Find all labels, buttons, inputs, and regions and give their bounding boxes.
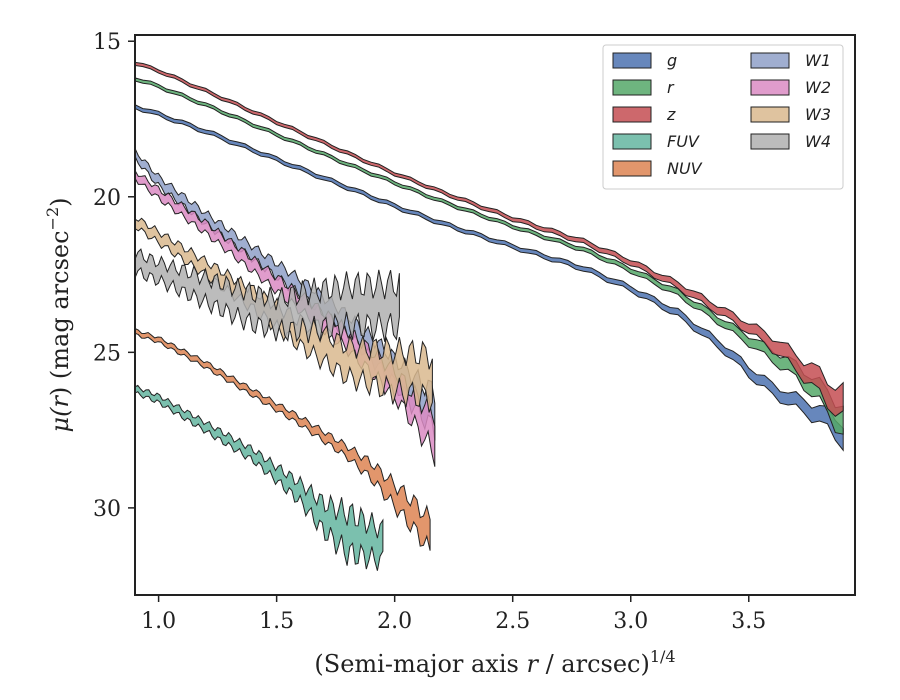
band-z xyxy=(134,61,844,417)
legend-label-z: z xyxy=(666,105,676,124)
legend-label-fuv: FUV xyxy=(667,132,700,151)
plot-frame xyxy=(134,34,856,596)
x-axis-ticks: 1.0 1.5 2.0 2.5 3.0 3.5 xyxy=(141,595,766,634)
band-g xyxy=(134,103,844,452)
y-tick-label: 15 xyxy=(93,30,121,55)
band-nuv xyxy=(134,327,431,551)
band-fuv xyxy=(134,384,384,571)
band-w4 xyxy=(134,248,400,344)
legend-label-nuv: NUV xyxy=(667,159,703,178)
legend: grz FUV NUV W1 W2 W3 W4 xyxy=(602,44,844,190)
legend-swatch-fuv xyxy=(612,133,652,150)
legend-swatch-w4 xyxy=(750,133,790,150)
legend-swatch-w2 xyxy=(750,79,790,96)
y-axis-label: μ(r) (mag arcsec−2) xyxy=(43,197,74,432)
legend-swatch-w1 xyxy=(750,52,790,69)
legend-label-g: g xyxy=(667,51,677,70)
legend-label-w4: W4 xyxy=(805,132,831,151)
legend-label-w3: W3 xyxy=(805,105,831,124)
x-tick-label: 1.0 xyxy=(141,609,176,634)
profile-bands xyxy=(134,61,844,571)
x-tick-label: 1.5 xyxy=(259,609,294,634)
x-tick-label: 2.5 xyxy=(495,609,530,634)
x-tick-label: 3.0 xyxy=(613,609,648,634)
x-axis-label: (Semi-major axis r / arcsec)1/4 xyxy=(314,647,675,678)
band-r xyxy=(134,77,844,435)
band-w2 xyxy=(134,170,436,467)
x-tick-label: 3.5 xyxy=(731,609,766,634)
legend-swatch-r xyxy=(612,79,652,96)
x-tick-label: 2.0 xyxy=(377,609,412,634)
y-tick-label: 30 xyxy=(93,497,121,522)
legend-label-r: r xyxy=(667,78,675,97)
y-tick-label: 25 xyxy=(93,341,121,366)
legend-swatch-w3 xyxy=(750,106,790,123)
legend-swatch-z xyxy=(612,106,652,123)
y-tick-label: 20 xyxy=(93,186,121,211)
legend-label-w1: W1 xyxy=(805,51,831,70)
legend-swatch-nuv xyxy=(612,160,652,177)
legend-swatch-g xyxy=(612,52,652,69)
legend-label-w2: W2 xyxy=(805,78,831,97)
y-axis-ticks: 15 20 25 30 xyxy=(93,30,135,522)
